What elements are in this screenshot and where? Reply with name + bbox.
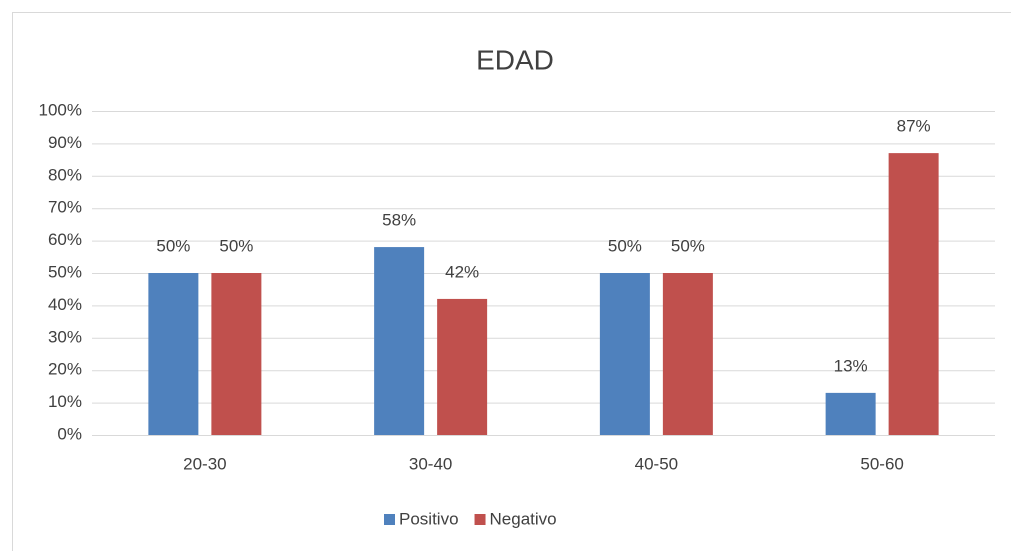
- data-label: 87%: [897, 117, 931, 136]
- y-tick-label: 60%: [48, 230, 82, 249]
- x-tick-label: 30-40: [409, 454, 452, 473]
- bar: [437, 298, 488, 435]
- bar: [148, 273, 199, 435]
- data-label: 50%: [219, 236, 253, 255]
- data-label: 58%: [382, 211, 416, 230]
- bar: [825, 392, 876, 435]
- x-tick-label: 40-50: [635, 454, 678, 473]
- x-tick-label: 50-60: [860, 454, 903, 473]
- y-tick-label: 90%: [48, 133, 82, 152]
- data-label: 50%: [671, 236, 705, 255]
- y-tick-label: 100%: [39, 100, 82, 119]
- legend-label: Negativo: [490, 509, 557, 528]
- bar: [374, 247, 425, 435]
- y-tick-label: 50%: [48, 262, 82, 281]
- bar: [599, 273, 650, 435]
- y-tick-label: 80%: [48, 165, 82, 184]
- bar: [211, 273, 262, 435]
- chart-title: EDAD: [476, 44, 554, 75]
- x-tick-label: 20-30: [183, 454, 226, 473]
- bar: [662, 273, 713, 435]
- y-tick-label: 40%: [48, 295, 82, 314]
- y-tick-label: 20%: [48, 360, 82, 379]
- data-label: 13%: [834, 356, 868, 375]
- legend-swatch: [384, 514, 395, 525]
- y-tick-label: 10%: [48, 392, 82, 411]
- legend-label: Positivo: [399, 509, 459, 528]
- data-label: 42%: [445, 262, 479, 281]
- data-label: 50%: [608, 236, 642, 255]
- y-tick-label: 30%: [48, 327, 82, 346]
- y-tick-label: 70%: [48, 198, 82, 217]
- data-label: 50%: [156, 236, 190, 255]
- legend-swatch: [474, 514, 486, 525]
- y-tick-label: 0%: [57, 424, 82, 443]
- bar: [888, 153, 939, 435]
